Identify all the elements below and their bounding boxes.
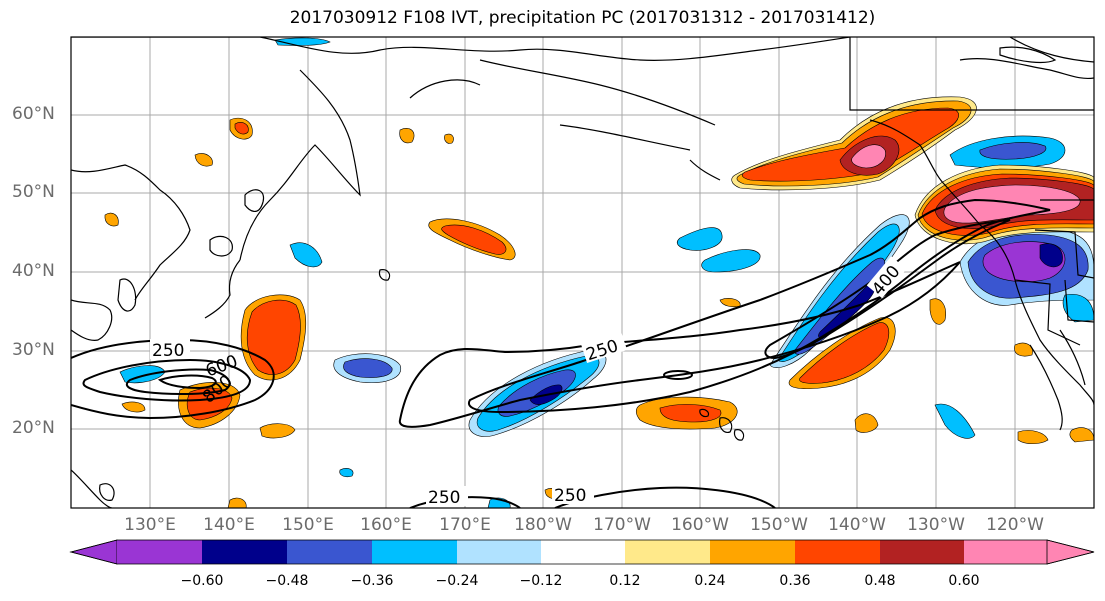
colorbar-tick-8: 0.36 [779, 573, 811, 589]
colorbar-tick-7: 0.24 [694, 573, 726, 589]
colorbar [69, 539, 1095, 565]
colorbar-tick-10: 0.60 [948, 573, 980, 589]
colorbar-tick-4: −0.24 [435, 573, 479, 589]
colorbar-tick-5: −0.12 [519, 573, 563, 589]
colorbar-extend-low [69, 539, 118, 565]
colorbar-tick-9: 0.48 [864, 573, 896, 589]
lon-label-160e: 160°E [360, 515, 412, 535]
colorbar-tick-3: −0.36 [350, 573, 394, 589]
colorbar-tick-1: −0.60 [180, 573, 224, 589]
lon-label-150e: 150°E [282, 515, 334, 535]
lon-label-150w: 150°W [750, 515, 808, 535]
lon-label-170w: 170°W [593, 515, 651, 535]
lat-label-20n: 20°N [12, 418, 55, 438]
lat-label-30n: 30°N [12, 340, 55, 360]
lat-label-50n: 50°N [12, 182, 55, 202]
colorbar-extend-high [1046, 539, 1095, 565]
precip-shading [104, 37, 1094, 508]
graticule [71, 37, 1094, 508]
map-frame [70, 36, 1095, 509]
contour-label-250-central: 250 [584, 336, 621, 365]
lat-label-60n: 60°N [12, 104, 55, 124]
colorbar-tick-6: 0.12 [609, 573, 641, 589]
lon-label-140e: 140°E [203, 515, 255, 535]
contour-label-250-south-b: 250 [554, 486, 586, 506]
contour-label-250-south-a: 250 [428, 488, 460, 508]
lon-label-120w: 120°W [986, 515, 1044, 535]
lon-label-180w: 180°W [514, 515, 572, 535]
lon-label-140w: 140°W [828, 515, 886, 535]
colorbar-tick-2: −0.48 [265, 573, 309, 589]
lon-label-130e: 130°E [124, 515, 176, 535]
ivt-contours [71, 198, 1051, 508]
map-title: 2017030912 F108 IVT, precipitation PC (2… [289, 8, 876, 28]
contour-label-250-west: 250 [152, 341, 184, 361]
lat-label-40n: 40°N [12, 261, 55, 281]
coastlines [71, 37, 1094, 508]
lon-label-160w: 160°W [671, 515, 729, 535]
lon-label-130w: 130°W [907, 515, 965, 535]
lon-label-170e: 170°E [439, 515, 491, 535]
